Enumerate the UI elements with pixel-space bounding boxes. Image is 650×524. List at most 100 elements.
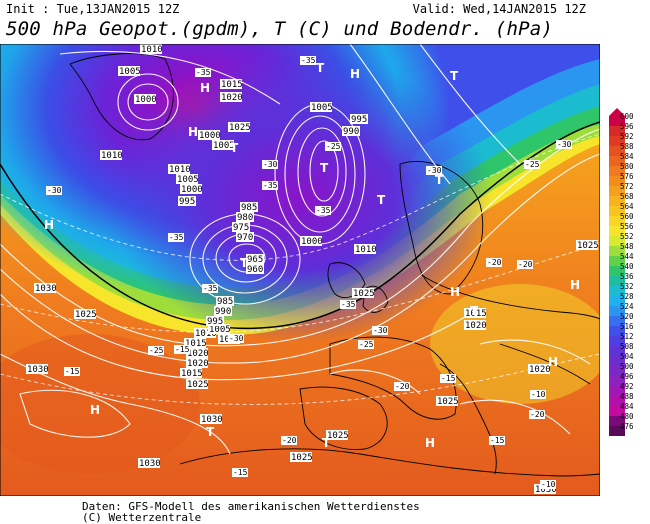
low-center: T (435, 173, 444, 187)
legend-value: 576 (620, 172, 634, 181)
isobar-label: 970 (237, 233, 253, 243)
legend-value: 556 (620, 222, 634, 231)
isotherm-label: -25 (525, 160, 540, 169)
isobar-label: 1000 (301, 237, 323, 247)
legend-value: 492 (620, 382, 634, 391)
isobar-label: 1015 (185, 339, 207, 349)
isotherm-label: -35 (263, 181, 278, 190)
isotherm-label: -35 (169, 233, 184, 242)
isotherm-label: -25 (359, 340, 374, 349)
isobar-label: 1015 (221, 80, 243, 90)
isobar-label: 1025 (353, 289, 375, 299)
legend-value: 588 (620, 142, 634, 151)
isobar-label: 995 (179, 197, 195, 207)
legend-swatch (609, 116, 625, 127)
legend-swatch (609, 336, 625, 347)
legend-swatch (609, 206, 625, 217)
legend-swatch (609, 196, 625, 207)
legend-value: 480 (620, 412, 634, 421)
isobar-label: 1030 (139, 459, 161, 469)
isotherm-label: -10 (531, 390, 546, 399)
isotherm-label: -20 (282, 436, 297, 445)
isotherm-label: -30 (263, 160, 278, 169)
isobar-label: 1025 (577, 241, 599, 251)
isobar-label: 1025 (75, 310, 97, 320)
legend-swatch (609, 366, 625, 377)
isotherm-label: -25 (149, 346, 164, 355)
isobar-label: 975 (233, 223, 249, 233)
high-center: H (548, 355, 558, 369)
legend-swatch (609, 376, 625, 387)
isotherm-label: -30 (373, 326, 388, 335)
high-center: H (188, 125, 198, 139)
legend-swatch (609, 136, 625, 147)
legend-swatch (609, 416, 625, 427)
legend-swatch (609, 236, 625, 247)
legend-value: 484 (620, 402, 634, 411)
isobar-label: 1005 (119, 67, 141, 77)
isobar-label: 1015 (181, 369, 203, 379)
isotherm-label: -15 (490, 436, 505, 445)
isobar-label: 995 (351, 115, 367, 125)
isotherm-label: -20 (487, 258, 502, 267)
low-center: T (240, 256, 249, 270)
isotherm-label: -35 (341, 300, 356, 309)
legend-value: 496 (620, 372, 634, 381)
map-title: 500 hPa Geopot.(gpdm), T (C) und Bodendr… (6, 18, 554, 40)
legend-value: 600 (620, 112, 634, 121)
low-center: T (320, 161, 329, 175)
isobar-label: 1025 (187, 380, 209, 390)
isobar-label: 1010 (101, 151, 123, 161)
isobar-label: 1020 (187, 349, 209, 359)
isotherm-label: -30 (47, 186, 62, 195)
isotherm-label: -20 (395, 382, 410, 391)
legend-swatch (609, 306, 625, 317)
legend-value: 536 (620, 272, 634, 281)
legend-value: 540 (620, 262, 634, 271)
isotherm-label: -35 (301, 56, 316, 65)
legend-swatch (609, 396, 625, 407)
high-center: H (90, 403, 100, 417)
legend-swatch (609, 126, 625, 137)
weather-map: 1010 1005 1000 1015 1020 1025 1000 1005 … (0, 44, 600, 496)
legend-value: 532 (620, 282, 634, 291)
isotherm-label: -15 (65, 367, 80, 376)
legend-swatch (609, 406, 625, 417)
legend-value: 564 (620, 202, 634, 211)
legend-value: 596 (620, 122, 634, 131)
valid-time: Valid: Wed,14JAN2015 12Z (412, 2, 586, 16)
temp-labels: -35 -35 -35 -35 -35 -35 -35 -30 -30 -30 … (46, 56, 572, 489)
legend-swatch (609, 316, 625, 327)
coastlines (69, 53, 600, 477)
isobar-label: 1020 (221, 93, 243, 103)
isobar-label: 985 (241, 203, 257, 213)
isobar-label: 1020 (187, 359, 209, 369)
isotherm-label: -30 (427, 166, 442, 175)
isotherm-label: -15 (175, 345, 190, 354)
isobar-label: 960 (247, 265, 263, 275)
isobar-label: 1010 (195, 329, 217, 339)
legend-swatch (609, 276, 625, 287)
isobar-label: 1005 (213, 141, 235, 151)
isobar-label: 980 (237, 213, 253, 223)
legend-value: 504 (620, 352, 634, 361)
isobar-label: 1010 (355, 245, 377, 255)
legend-swatch (609, 156, 625, 167)
isobar-label: 1025 (437, 397, 459, 407)
isobar-label: 1020 (529, 365, 551, 375)
high-center: H (425, 436, 435, 450)
low-center: T (377, 193, 386, 207)
isotherm-label: -35 (196, 68, 211, 77)
isobar-label: 1005 (311, 103, 333, 113)
legend-swatch (609, 256, 625, 267)
legend-swatch (609, 346, 625, 357)
legend-swatch (609, 386, 625, 397)
legend-swatch (609, 226, 625, 237)
legend-swatch (609, 296, 625, 307)
isobar-label: 965 (247, 255, 263, 265)
isobar-label: 1000 (181, 185, 203, 195)
legend-value: 512 (620, 332, 634, 341)
isobar-label: 1010 (169, 165, 191, 175)
legend-value: 572 (620, 182, 634, 191)
isobar-label: 1000 (135, 95, 157, 105)
